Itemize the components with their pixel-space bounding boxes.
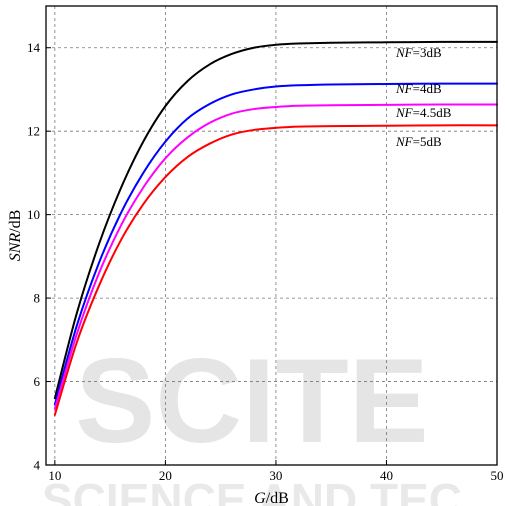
grid-lines: [46, 6, 497, 465]
scitepress-watermark: SCITE SCIENCE AND TEC: [42, 334, 462, 506]
x-tick-label: 10: [48, 468, 61, 483]
y-axis-title: SNR/dB: [7, 210, 24, 262]
curve-labels: NF=3dB NF=4dB NF=4.5dB NF=5dB: [395, 45, 452, 149]
plot-frame: [45, 5, 498, 466]
series-label-3: NF=4.5dB: [395, 105, 452, 120]
watermark-text-sub: SCIENCE AND TEC: [42, 474, 462, 506]
series-label-4: NF=5dB: [395, 134, 442, 149]
series-line-4: [53, 124, 498, 416]
x-axis-title-variable: G: [254, 490, 266, 506]
y-tick-label: 12: [27, 124, 40, 139]
data-curves: [53, 40, 498, 416]
x-axis-title-unit: /dB: [266, 490, 289, 506]
y-tick-label: 14: [27, 40, 41, 55]
y-axis-title-variable: SNR: [7, 233, 24, 262]
series-line-3: [53, 103, 498, 410]
series-line-2: [53, 82, 498, 406]
y-tick-label: 8: [34, 291, 41, 306]
x-tick-label: 50: [491, 468, 504, 483]
series-label-1: NF=3dB: [395, 45, 442, 60]
watermark-text-main: SCITE: [75, 334, 428, 468]
y-tick-label: 4: [34, 458, 41, 473]
x-axis-title: G/dB: [254, 490, 289, 506]
y-tick-label: 6: [34, 374, 41, 389]
x-tick-label: 20: [159, 468, 172, 483]
series-label-2: NF=4dB: [395, 81, 442, 96]
x-tick-label: 40: [380, 468, 393, 483]
x-tick-label: 30: [269, 468, 282, 483]
y-tick-label: 10: [27, 207, 40, 222]
series-line-1: [53, 40, 498, 400]
y-axis-title-unit: /dB: [7, 210, 24, 233]
axis-ticks: 10 20 30 40 50 4 6 8 10 12 14: [27, 40, 504, 483]
